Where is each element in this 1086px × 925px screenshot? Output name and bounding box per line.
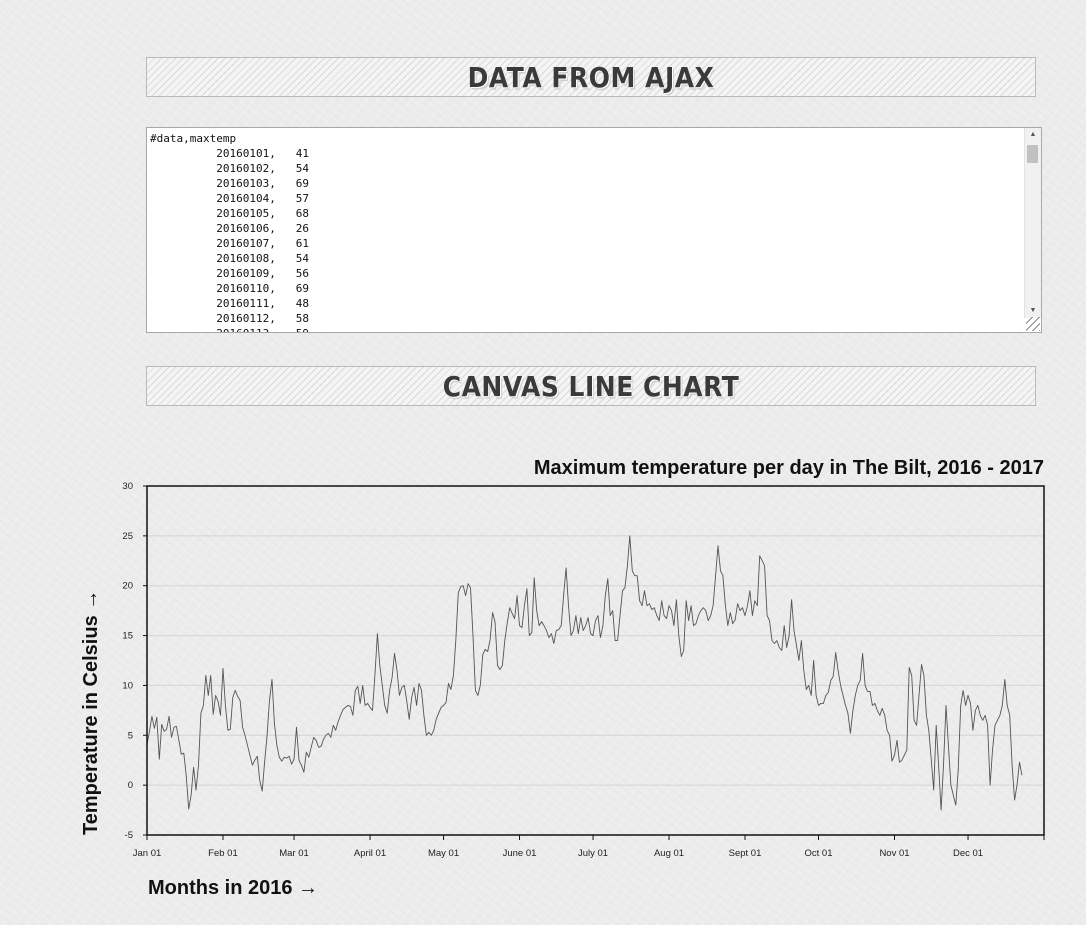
textarea-scrollbar[interactable]: ▲ ▼ xyxy=(1024,128,1041,318)
series-layer xyxy=(146,535,1023,811)
plot-frame xyxy=(146,485,1045,836)
scroll-thumb[interactable] xyxy=(1027,145,1038,163)
x-tick-label: Feb 01 xyxy=(208,848,238,859)
x-tick-label: May 01 xyxy=(428,848,459,859)
section-title-ajax-text: DATA FROM AJAX xyxy=(467,60,715,94)
x-tick-label: April 01 xyxy=(354,848,386,859)
y-tick-label: 20 xyxy=(122,581,133,592)
ajax-data-textarea[interactable]: #data,maxtemp 20160101, 41 20160102, 54 … xyxy=(146,127,1042,333)
y-tick-label: 10 xyxy=(122,680,133,691)
x-tick-label: Dec 01 xyxy=(953,848,983,859)
x-tick-label: July 01 xyxy=(578,848,608,859)
y-tick-label: 5 xyxy=(128,730,133,741)
x-tick-label: Nov 01 xyxy=(879,848,909,859)
y-axis-ticks: -5 0 5 10 15 20 25 30 xyxy=(122,481,147,841)
scroll-down-icon[interactable]: ▼ xyxy=(1029,307,1037,314)
line-chart: Maximum temperature per day in The Bilt,… xyxy=(80,457,1045,899)
resize-handle-icon[interactable] xyxy=(1026,317,1040,331)
y-tick-label: -5 xyxy=(125,830,133,841)
y-axis-label: Temperature in Celsius → xyxy=(80,590,102,835)
x-tick-label: Jan 01 xyxy=(133,848,162,859)
section-title-canvas-text: CANVAS LINE CHART xyxy=(442,369,740,403)
x-axis-ticks: Jan 01 Feb 01 Mar 01 April 01 May 01 June 01 J… xyxy=(133,835,1045,859)
y-tick-label: 25 xyxy=(122,531,133,542)
x-tick-label: Aug 01 xyxy=(654,848,684,859)
section-title-ajax: DATA FROM AJAX xyxy=(146,57,1036,97)
x-tick-label: Mar 01 xyxy=(279,848,309,859)
grid-lines xyxy=(147,485,1044,836)
x-tick-label: Oct 01 xyxy=(805,848,833,859)
x-axis-label: Months in 2016 → xyxy=(148,877,318,899)
y-tick-label: 30 xyxy=(122,481,133,492)
x-tick-label: Sept 01 xyxy=(729,848,762,859)
x-tick-label: June 01 xyxy=(503,848,537,859)
section-title-canvas: CANVAS LINE CHART xyxy=(146,366,1036,406)
series-line xyxy=(146,535,1023,811)
chart-title: Maximum temperature per day in The Bilt,… xyxy=(534,457,1044,479)
y-tick-label: 15 xyxy=(122,631,133,642)
y-tick-label: 0 xyxy=(128,780,133,791)
ajax-data-text[interactable]: #data,maxtemp 20160101, 41 20160102, 54 … xyxy=(150,132,309,332)
scroll-up-icon[interactable]: ▲ xyxy=(1029,131,1037,138)
